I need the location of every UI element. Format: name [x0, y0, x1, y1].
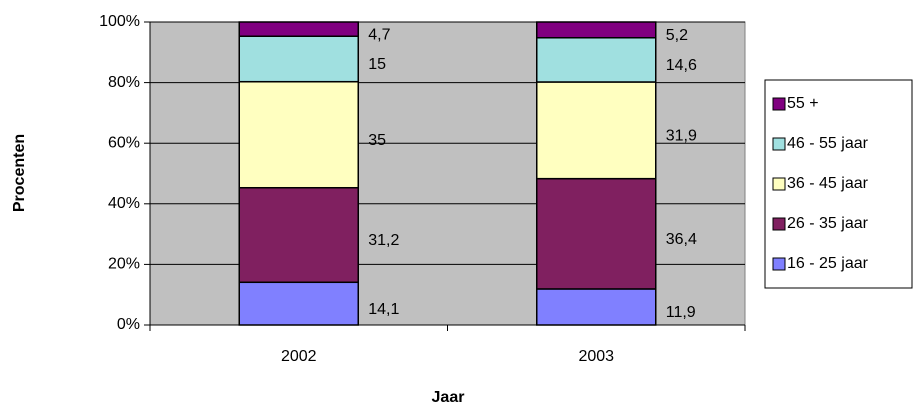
y-tick-label: 20%	[108, 256, 140, 273]
value-label: 35	[368, 132, 386, 149]
legend-swatch	[772, 177, 786, 191]
y-axis-label: Procenten	[11, 134, 28, 212]
legend-label: 36 - 45 jaar	[787, 175, 869, 192]
bar-segment	[238, 21, 359, 37]
bar-segment	[536, 81, 657, 180]
legend-swatch	[772, 97, 786, 111]
y-tick-label: 40%	[108, 195, 140, 212]
legend-box	[764, 79, 913, 289]
bar-segment	[238, 80, 359, 189]
y-tick-label: 100%	[99, 13, 140, 30]
value-label: 14,6	[666, 57, 697, 74]
y-tick-label: 60%	[108, 134, 140, 151]
bar-segment	[536, 177, 657, 290]
bar-segment	[238, 35, 359, 83]
y-tick-label: 80%	[108, 74, 140, 91]
x-tick-label: 2003	[578, 348, 614, 365]
value-label: 5,2	[666, 27, 688, 44]
y-tick-label: 0%	[117, 316, 140, 333]
value-label: 14,1	[368, 301, 399, 318]
x-axis-label: Jaar	[432, 389, 465, 406]
x-tick-label: 2002	[281, 348, 317, 365]
legend-label: 55 +	[787, 95, 819, 112]
legend-swatch	[772, 137, 786, 151]
value-label: 11,9	[666, 304, 696, 321]
legend-label: 26 - 35 jaar	[787, 215, 869, 232]
legend-swatch	[772, 257, 786, 271]
legend-label: 46 - 55 jaar	[787, 135, 869, 152]
value-label: 36,4	[666, 231, 697, 248]
bar-segment	[536, 37, 657, 83]
bar-segment	[238, 186, 359, 284]
bar-segment	[536, 21, 657, 39]
legend-swatch	[772, 217, 786, 231]
legend-label: 16 - 25 jaar	[787, 255, 869, 272]
value-label: 4,7	[368, 26, 390, 43]
value-label: 15	[368, 56, 386, 73]
bar-segment	[238, 281, 359, 326]
value-label: 31,9	[666, 128, 697, 145]
bar-segment	[536, 288, 657, 326]
value-label: 31,2	[368, 232, 399, 249]
